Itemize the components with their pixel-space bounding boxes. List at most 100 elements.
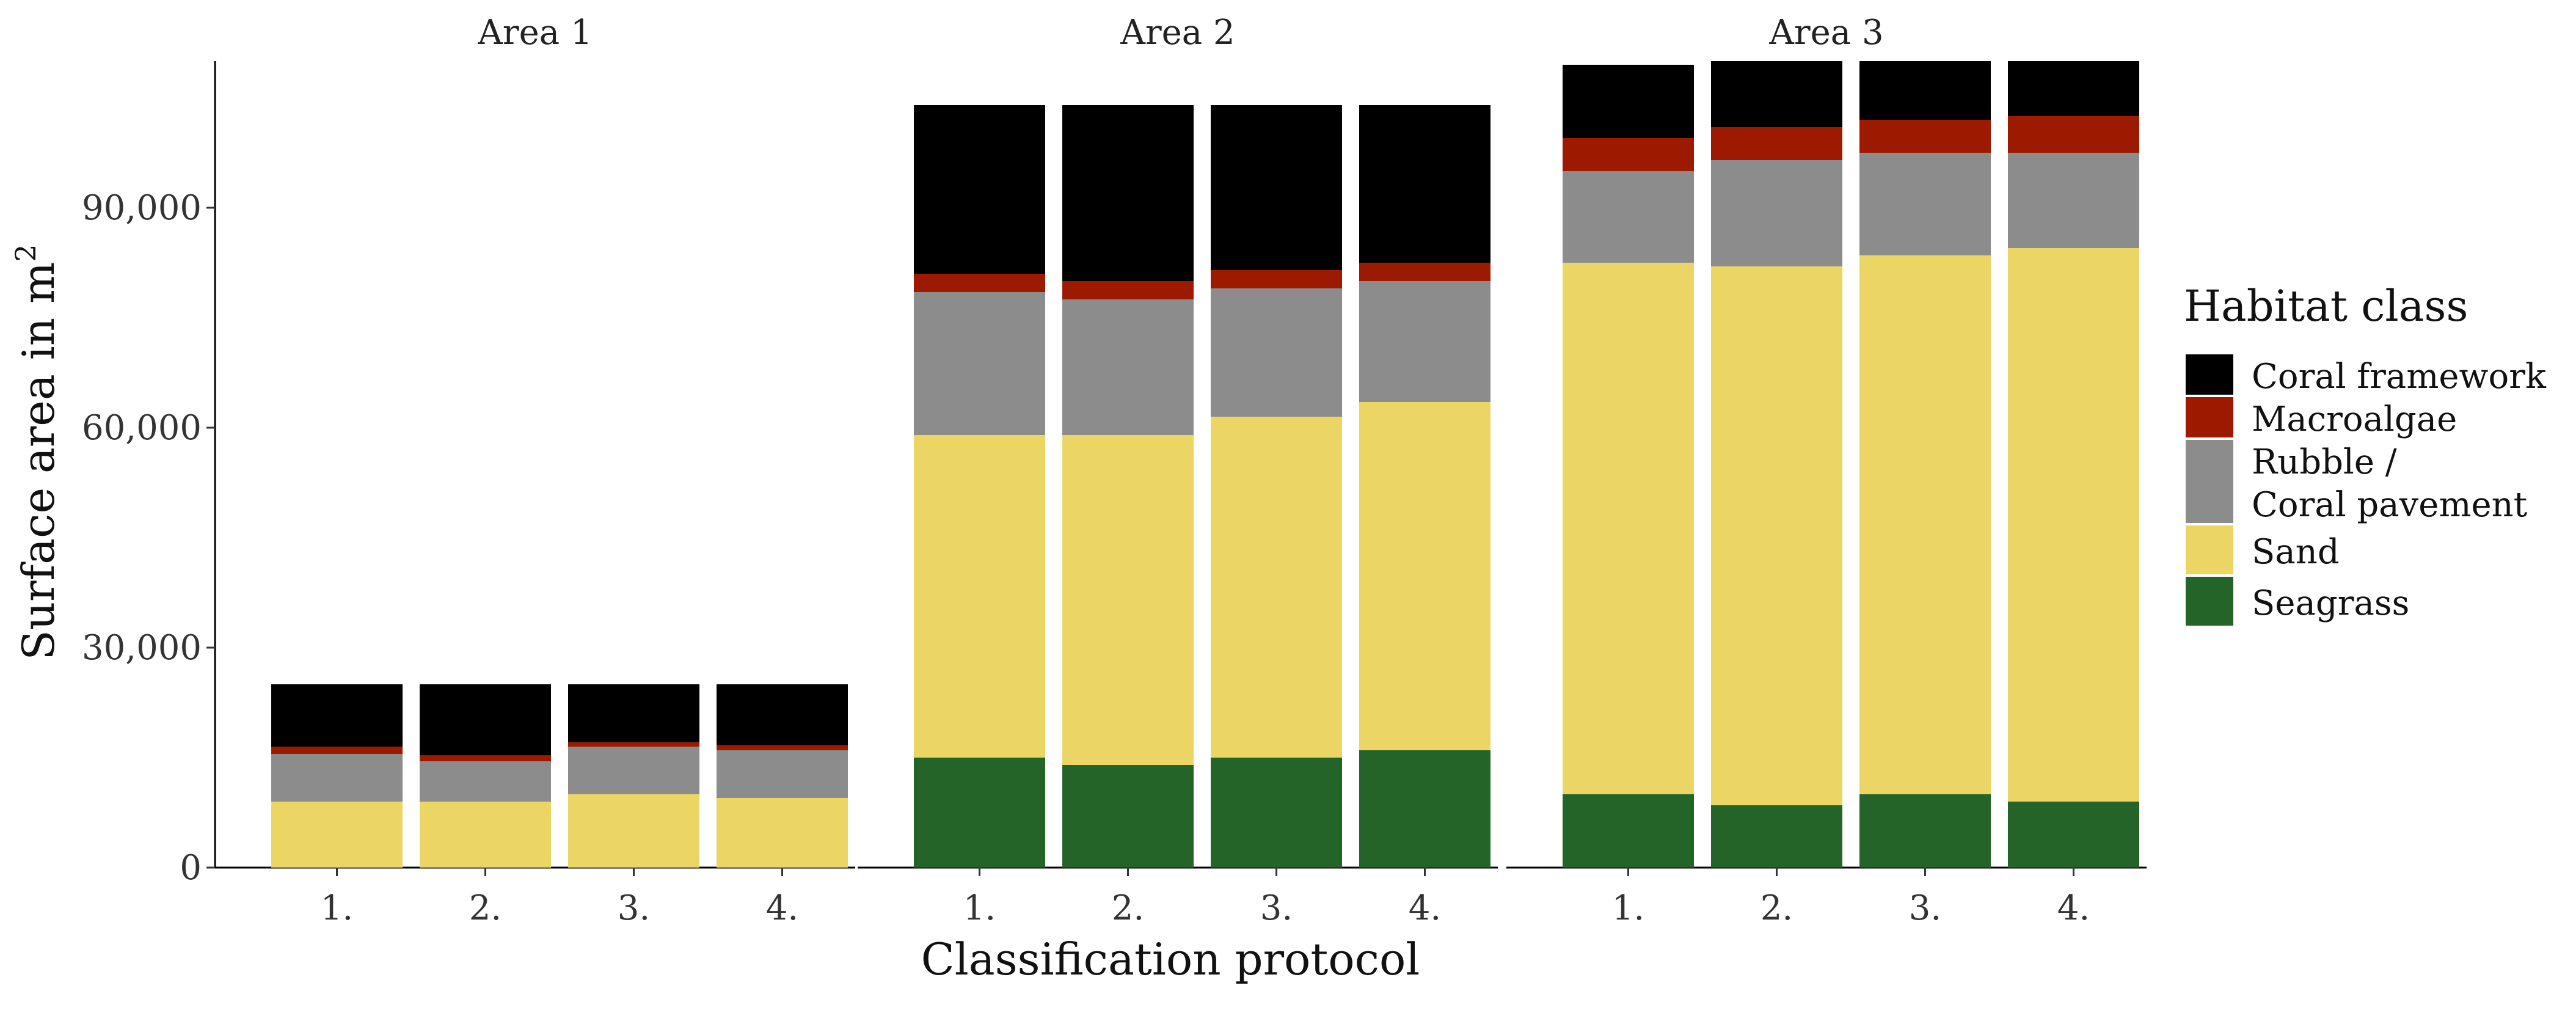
legend-swatch-1 — [2186, 354, 2233, 395]
x-tick-label: 3. — [618, 888, 650, 928]
y-tick-label: 0 — [180, 848, 202, 888]
legend: Habitat class Coral frameworkMacroalgaeR… — [2184, 281, 2547, 626]
y-axis-title-text: Surface area in m — [13, 262, 64, 660]
bar-segment-macroalgae-1 — [271, 747, 403, 754]
bar-segment-coral-framework-3 — [1859, 61, 1991, 120]
facet-panel-3: Area 3 1. 2. 3. 4. — [1506, 13, 2147, 928]
bar-segment-sand-4 — [1359, 402, 1491, 750]
x-tick-label: 4. — [2057, 888, 2090, 928]
bar-segment-macroalgae-2 — [420, 755, 551, 761]
x-tick-label: 1. — [963, 888, 996, 928]
bar-segment-sand-3 — [1859, 255, 1991, 794]
bar-segment-rubble-coral-pavement-4 — [2008, 153, 2139, 248]
facet-panel-1: Area 1 1. 2. 3. 4. — [215, 13, 855, 928]
x-tick-label: 4. — [1409, 888, 1441, 928]
legend-title: Habitat class — [2184, 281, 2468, 331]
legend-swatch-5 — [2186, 577, 2233, 626]
bar-segment-rubble-coral-pavement-1 — [271, 754, 403, 802]
bar-segment-sand-2 — [420, 802, 551, 868]
bar-segment-sand-2 — [1711, 266, 1842, 805]
x-tick-label: 1. — [1612, 888, 1644, 928]
bar-segment-coral-framework-4 — [717, 684, 848, 745]
bar-segment-seagrass-3 — [1859, 794, 1991, 868]
bar-segment-coral-framework-3 — [1211, 105, 1342, 270]
bar-segment-sand-3 — [568, 794, 699, 868]
bar-segment-coral-framework-1 — [271, 684, 403, 747]
y-tick-label: 60,000 — [82, 408, 202, 448]
bar-segment-seagrass-1 — [914, 758, 1045, 868]
bar-segment-coral-framework-3 — [568, 684, 699, 742]
x-tick-label: 1. — [321, 888, 353, 928]
bar-segment-macroalgae-4 — [2008, 116, 2139, 153]
bar-segment-macroalgae-3 — [1211, 270, 1342, 288]
bar-segment-coral-framework-1 — [914, 105, 1045, 274]
bar-segment-sand-3 — [1211, 417, 1342, 758]
x-tick-label: 4. — [766, 888, 798, 928]
x-tick-label: 2. — [1761, 888, 1793, 928]
bar-segment-rubble-coral-pavement-4 — [717, 750, 848, 798]
x-tick-label: 3. — [1260, 888, 1293, 928]
y-tick-label: 30,000 — [82, 628, 202, 668]
bar-segment-macroalgae-1 — [1563, 138, 1694, 171]
legend-label: Coral framework — [2252, 357, 2547, 397]
bar-segment-coral-framework-1 — [1563, 65, 1694, 138]
facet-title: Area 3 — [1768, 13, 1883, 53]
bar-segment-macroalgae-2 — [1062, 281, 1194, 299]
bar-segment-coral-framework-2 — [1062, 105, 1194, 281]
bar-segment-sand-4 — [2008, 248, 2139, 802]
bar-segment-rubble-coral-pavement-3 — [1211, 288, 1342, 417]
bar-segment-macroalgae-3 — [1859, 120, 1991, 153]
bar-segment-coral-framework-2 — [1711, 61, 1842, 127]
x-tick-label: 3. — [1909, 888, 1941, 928]
bar-segment-seagrass-4 — [1359, 750, 1491, 868]
facet-title: Area 2 — [1120, 13, 1235, 53]
bar-segment-sand-1 — [914, 435, 1045, 758]
bar-segment-sand-1 — [1563, 263, 1694, 794]
bar-segment-rubble-coral-pavement-2 — [420, 761, 551, 802]
y-axis-title: Surface area in m2 — [9, 244, 64, 660]
bar-segment-sand-4 — [717, 798, 848, 868]
bar-segment-macroalgae-1 — [914, 274, 1045, 292]
bar-segment-seagrass-2 — [1062, 765, 1194, 868]
legend-label: Coral pavement — [2252, 485, 2528, 525]
bar-segment-rubble-coral-pavement-2 — [1062, 299, 1194, 435]
bar-segment-rubble-coral-pavement-1 — [1563, 171, 1694, 263]
y-axis: 0 30,000 60,000 90,000 — [82, 61, 216, 888]
bar-segment-seagrass-1 — [1563, 794, 1694, 868]
bar-segment-seagrass-2 — [1711, 805, 1842, 868]
x-tick-label: 2. — [469, 888, 502, 928]
bar-segment-macroalgae-2 — [1711, 127, 1842, 160]
y-axis-title-superscript: 2 — [9, 244, 42, 261]
legend-swatch-4 — [2186, 525, 2233, 574]
bar-segment-macroalgae-4 — [1359, 263, 1491, 281]
x-tick-label: 2. — [1112, 888, 1144, 928]
y-tick-label: 90,000 — [82, 188, 202, 228]
bar-segment-seagrass-4 — [2008, 802, 2139, 868]
facet-panel-2: Area 2 1. 2. 3. 4. — [858, 13, 1498, 928]
bar-segment-rubble-coral-pavement-2 — [1711, 160, 1842, 266]
bar-segment-macroalgae-3 — [568, 742, 699, 747]
legend-label: Seagrass — [2252, 583, 2409, 623]
x-axis-title: Classification protocol — [921, 934, 1420, 985]
bar-segment-sand-2 — [1062, 435, 1194, 765]
legend-swatch-3 — [2186, 440, 2233, 523]
bar-segment-macroalgae-4 — [717, 745, 848, 750]
bar-segment-sand-1 — [271, 802, 403, 868]
bar-segment-rubble-coral-pavement-1 — [914, 292, 1045, 435]
legend-swatch-2 — [2186, 397, 2233, 437]
legend-label: Rubble / — [2252, 442, 2397, 482]
bar-segment-rubble-coral-pavement-4 — [1359, 281, 1491, 402]
bar-segment-seagrass-3 — [1211, 758, 1342, 868]
facet-title: Area 1 — [477, 13, 592, 53]
bar-segment-rubble-coral-pavement-3 — [568, 747, 699, 794]
bar-segment-coral-framework-4 — [1359, 105, 1491, 263]
legend-label: Macroalgae — [2252, 400, 2457, 439]
bar-segment-rubble-coral-pavement-3 — [1859, 153, 1991, 255]
legend-label: Sand — [2252, 532, 2340, 572]
bar-segment-coral-framework-2 — [420, 684, 551, 756]
bar-segment-coral-framework-4 — [2008, 61, 2139, 116]
chart-panels: Area 1 1. 2. 3. 4. Area 2 1. 2. 3. 4. Area 3 1. 2. 3.… — [215, 13, 2147, 928]
